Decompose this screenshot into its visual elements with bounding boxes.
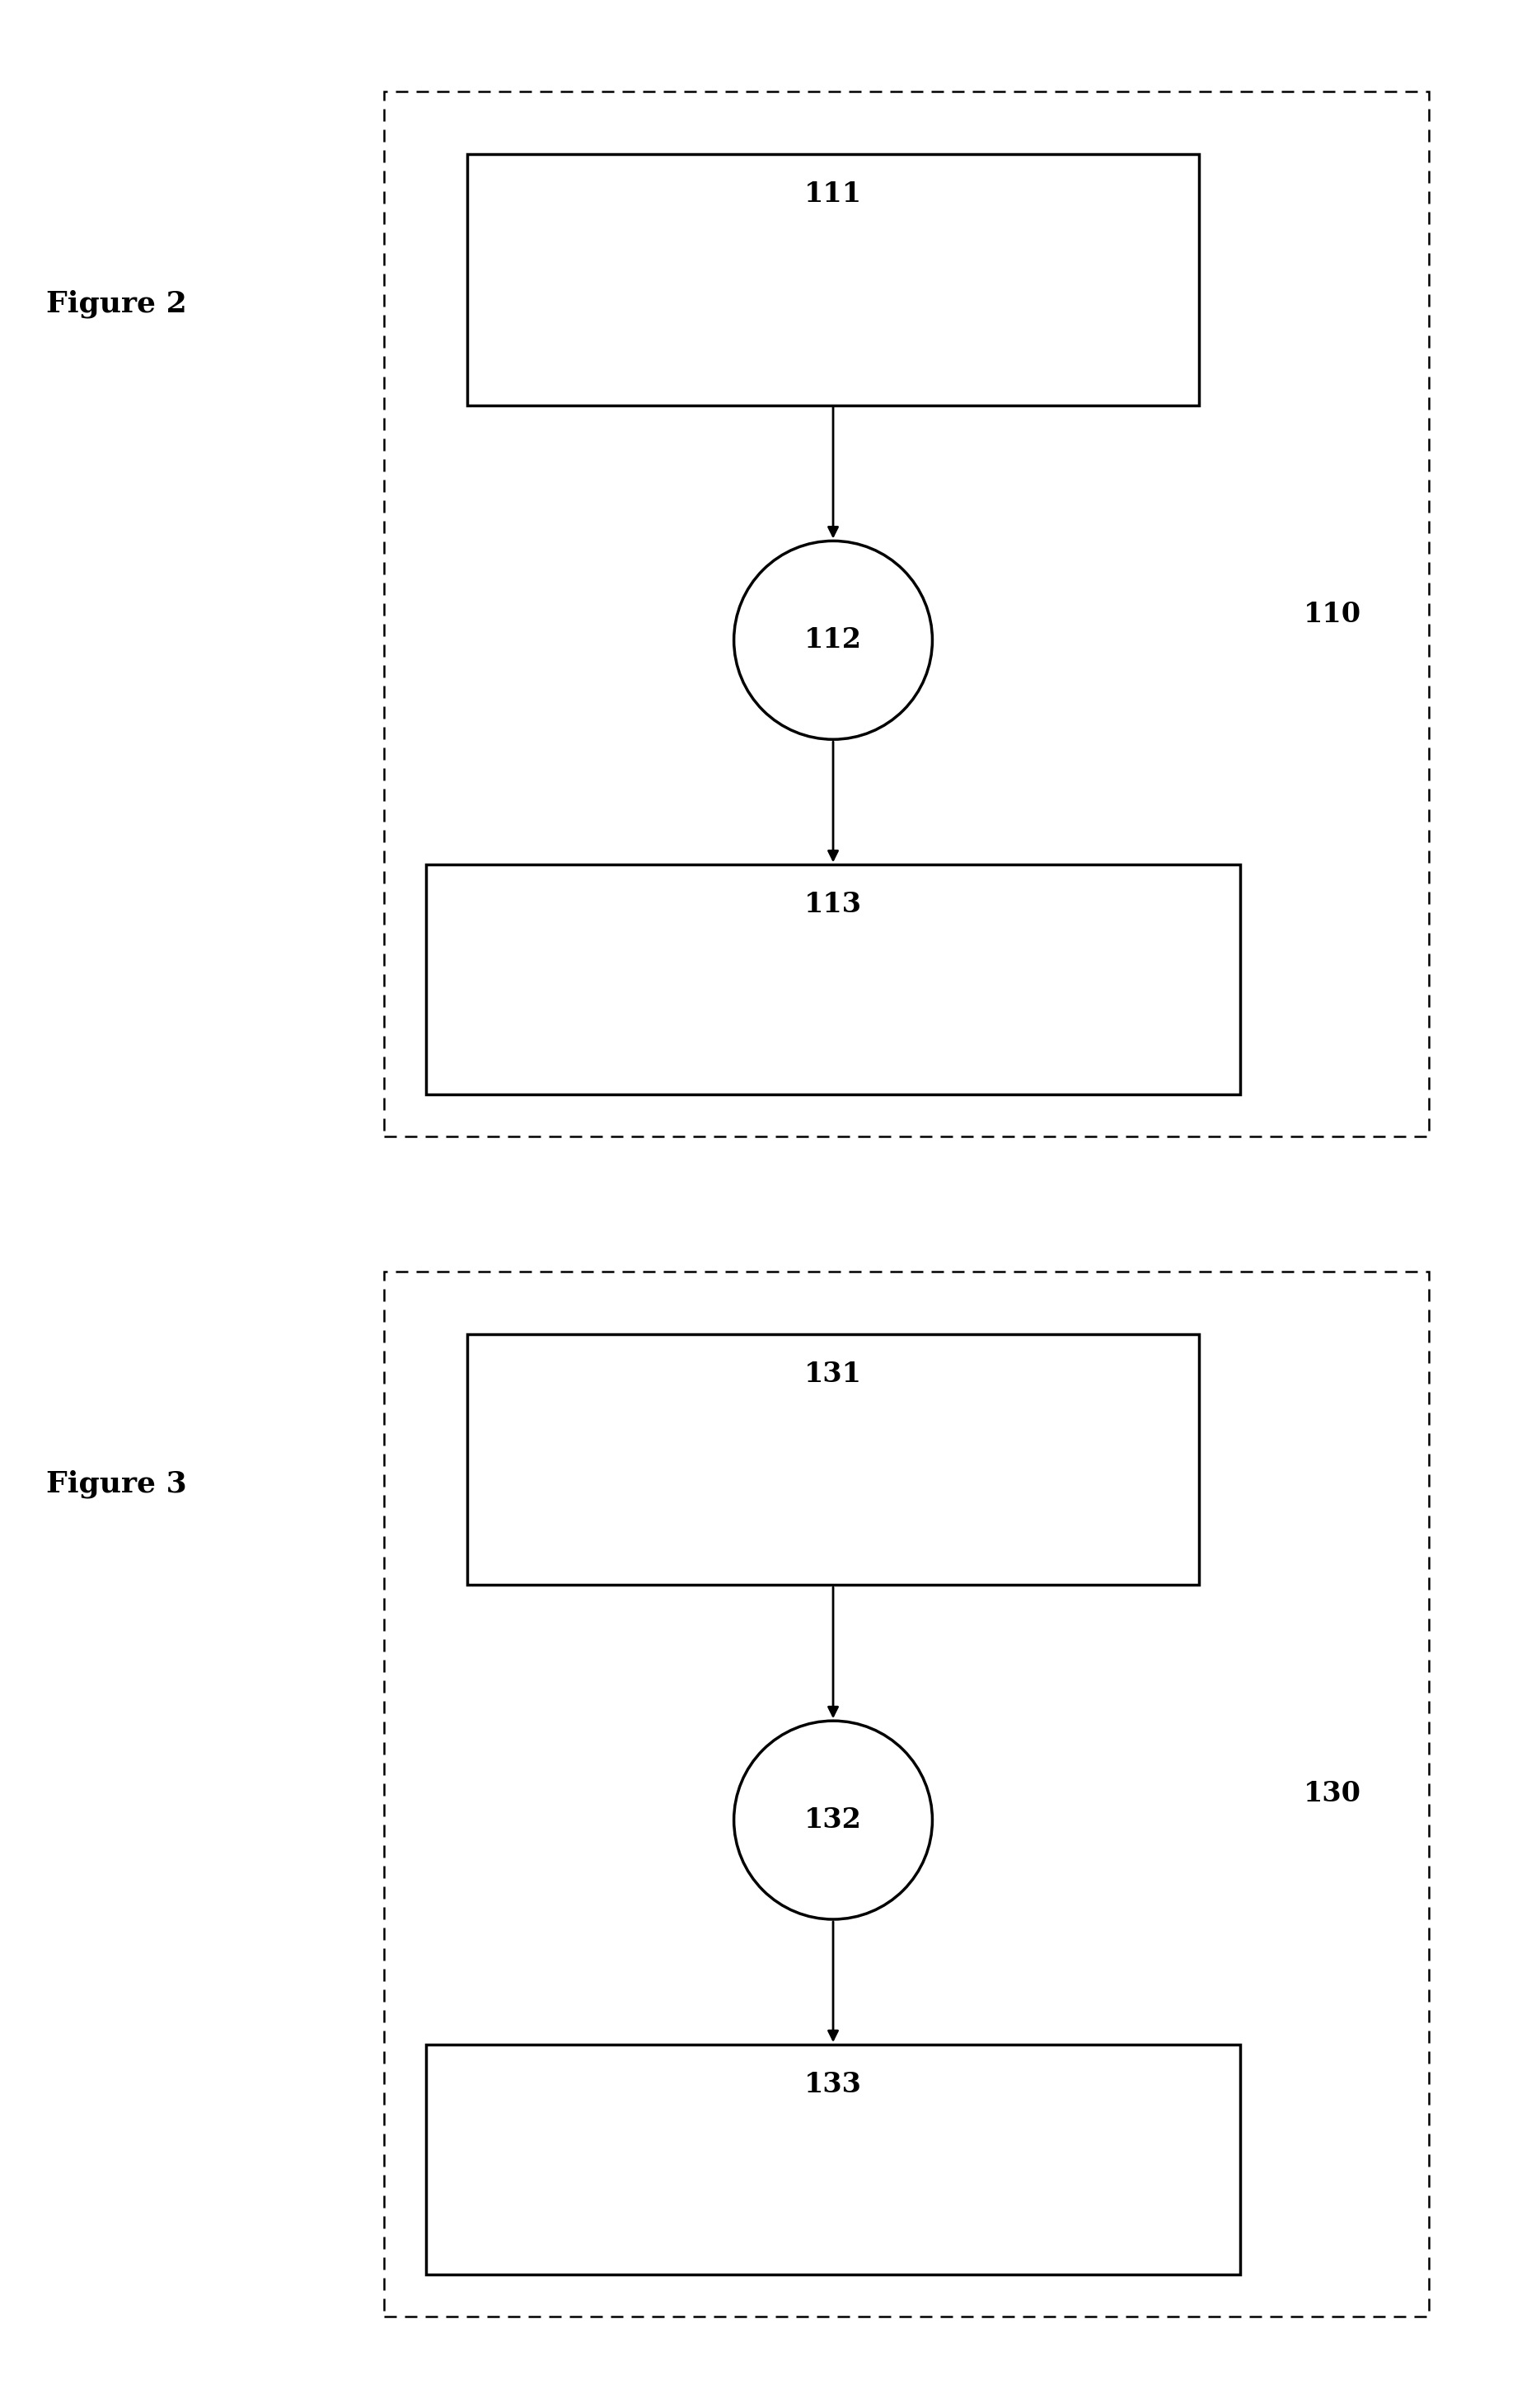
Text: 130: 130 — [1303, 1780, 1361, 1808]
Circle shape — [734, 542, 932, 739]
Circle shape — [734, 1722, 932, 1919]
Text: 110: 110 — [1303, 600, 1361, 628]
Text: Figure 2: Figure 2 — [46, 289, 187, 318]
Text: 132: 132 — [805, 1806, 862, 1832]
Bar — [467, 1334, 1198, 1584]
Text: 113: 113 — [805, 891, 862, 917]
Text: 111: 111 — [805, 181, 862, 207]
Text: Figure 3: Figure 3 — [46, 1469, 187, 1498]
Text: 131: 131 — [805, 1361, 862, 1387]
Bar — [467, 154, 1198, 405]
Text: 112: 112 — [805, 626, 862, 653]
Bar — [425, 864, 1241, 1096]
Bar — [425, 2044, 1241, 2276]
Text: 133: 133 — [805, 2071, 862, 2097]
